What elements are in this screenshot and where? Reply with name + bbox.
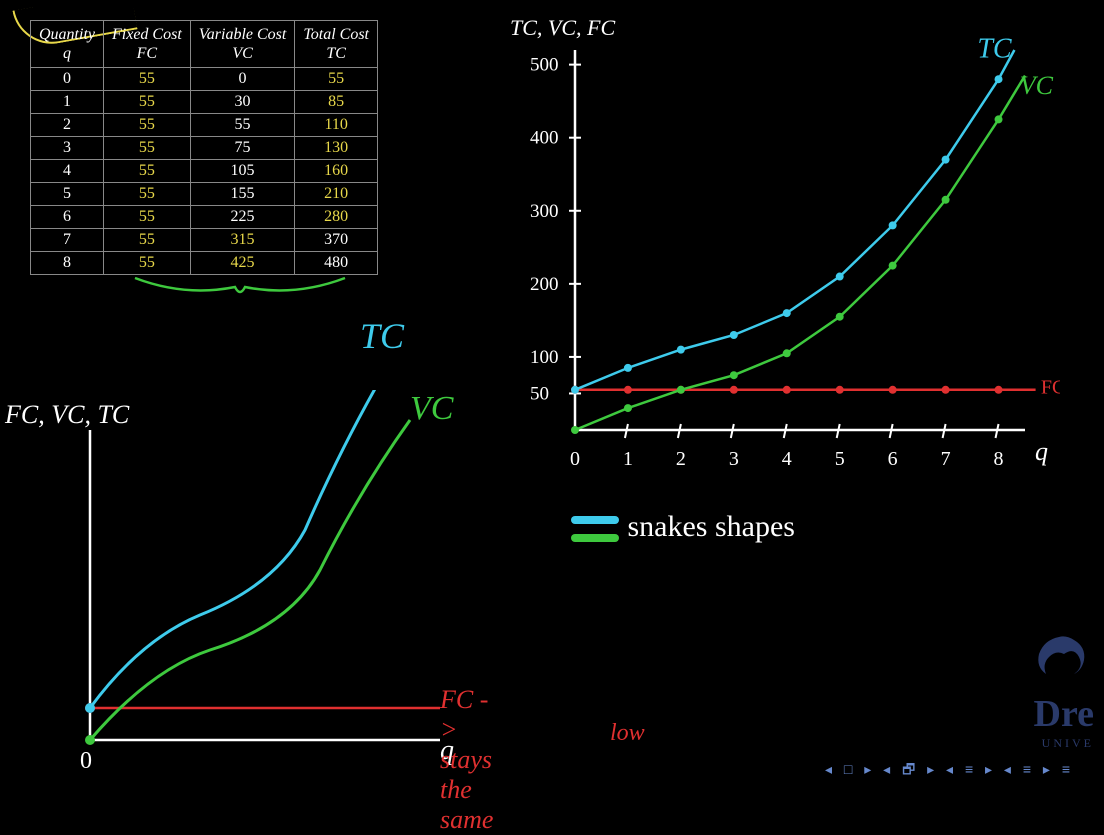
- vc-label: VC: [410, 390, 453, 428]
- svg-text:2: 2: [676, 448, 686, 470]
- svg-text:1: 1: [623, 448, 633, 470]
- drexel-logo: Dre UNIVE: [1024, 632, 1094, 751]
- green-brace-decoration: [130, 275, 350, 300]
- lower-sketch-chart: FC, VC, TC q 0 TC VC FC -> stays the sam…: [10, 390, 480, 770]
- y-axis-label: FC, VC, TC: [5, 400, 129, 430]
- col-quantity: Quantityq: [31, 21, 104, 68]
- nav-icons[interactable]: ◂ □ ▸ ◂ 🗗 ▸ ◂ ≡ ▸ ◂ ≡ ▸ ≡: [825, 759, 1074, 783]
- table-row: 755315370: [31, 229, 378, 252]
- svg-text:300: 300: [530, 201, 559, 222]
- dragon-icon: [1024, 632, 1094, 687]
- upper-chart-svg: TC, VC, FC q 50 100 200 300 400 500 0 1 2 3 4 5 6 7 8 TC V…: [500, 20, 1060, 480]
- table-row: 555155210: [31, 183, 378, 206]
- table-body: 0550551553085255551103557513045510516055…: [31, 68, 378, 275]
- fc-annotation2: low: [610, 720, 645, 747]
- fc-annotation: FC -> stays the same: [440, 685, 493, 835]
- svg-text:5: 5: [835, 448, 845, 470]
- svg-text:7: 7: [941, 448, 951, 470]
- svg-text:8: 8: [994, 448, 1004, 470]
- svg-text:3: 3: [729, 448, 739, 470]
- svg-text:4: 4: [782, 448, 792, 470]
- svg-text:100: 100: [530, 347, 559, 368]
- col-vc: Variable CostVC: [190, 21, 295, 68]
- logo-text: Dre: [1024, 692, 1094, 736]
- legend-swatches: [570, 510, 620, 548]
- table-row: 855425480: [31, 252, 378, 275]
- svg-text:500: 500: [530, 55, 559, 76]
- upper-cost-chart: TC, VC, FC q 50 100 200 300 400 500 0 1 2 3 4 5 6 7 8 TC V…: [500, 20, 1060, 480]
- vc-curve: [90, 420, 410, 740]
- table-row: 1553085: [31, 91, 378, 114]
- lower-chart-svg: [10, 390, 480, 770]
- logo-subtext: UNIVE: [1024, 736, 1094, 751]
- tc-label: TC: [360, 315, 404, 357]
- svg-text:VC: VC: [1020, 71, 1054, 100]
- tc-curve: [90, 390, 380, 708]
- table-header-row: Quantityq Fixed CostFC Variable CostVC T…: [31, 21, 378, 68]
- svg-text:TC, VC, FC: TC, VC, FC: [510, 20, 615, 40]
- snakes-text: snakes shapes: [628, 510, 795, 543]
- svg-text:6: 6: [888, 448, 898, 470]
- svg-text:50: 50: [530, 383, 549, 404]
- table-row: 455105160: [31, 160, 378, 183]
- origin-label: 0: [80, 748, 92, 775]
- table-row: 25555110: [31, 114, 378, 137]
- svg-text:400: 400: [530, 128, 559, 149]
- svg-text:TC: TC: [977, 33, 1012, 64]
- snakes-annotation: snakes shapes: [570, 510, 795, 548]
- col-fc: Fixed CostFC: [104, 21, 191, 68]
- table-row: 655225280: [31, 206, 378, 229]
- svg-text:200: 200: [530, 274, 559, 295]
- cost-table: Quantityq Fixed CostFC Variable CostVC T…: [30, 20, 378, 275]
- svg-text:q: q: [1035, 437, 1048, 466]
- table-row: 055055: [31, 68, 378, 91]
- svg-text:0: 0: [570, 448, 580, 470]
- svg-text:FC: FC: [1041, 376, 1060, 398]
- table-row: 35575130: [31, 137, 378, 160]
- col-tc: Total CostTC: [295, 21, 378, 68]
